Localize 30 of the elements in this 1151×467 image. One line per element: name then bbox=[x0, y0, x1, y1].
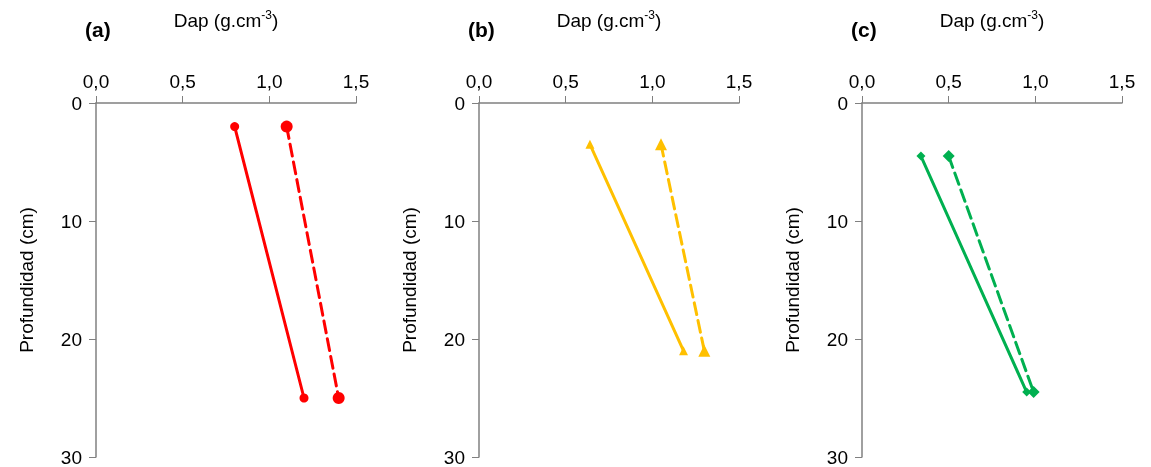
x-tick-label: 1,5 bbox=[342, 71, 370, 92]
y-tick-label: 30 bbox=[443, 446, 465, 467]
y-axis-title: Profundidad (cm) bbox=[782, 207, 803, 353]
x-tick-label: 0,5 bbox=[935, 71, 962, 92]
y-tick-label: 10 bbox=[443, 210, 465, 232]
y-tick-label: 30 bbox=[60, 446, 82, 467]
chart-title: (a) bbox=[85, 18, 111, 41]
y-tick-label: 30 bbox=[826, 446, 848, 467]
x-tick-label: 1,5 bbox=[725, 71, 753, 92]
x-tick-label: 1,5 bbox=[1108, 71, 1136, 92]
y-tick-label: 20 bbox=[826, 328, 848, 350]
x-tick-label: 0,5 bbox=[552, 71, 579, 92]
y-axis-title: Profundidad (cm) bbox=[16, 207, 37, 353]
x-tick-label: 0,0 bbox=[848, 71, 876, 92]
x-tick-label: 1,0 bbox=[639, 71, 666, 92]
y-tick-label: 10 bbox=[60, 210, 82, 232]
x-tick-label: 0,0 bbox=[82, 71, 110, 92]
y-tick-label: 0 bbox=[454, 92, 465, 114]
chart-title: (c) bbox=[851, 18, 877, 41]
chart-title: (b) bbox=[468, 18, 495, 41]
y-tick-label: 0 bbox=[837, 92, 848, 114]
y-tick-label: 0 bbox=[71, 92, 82, 114]
y-tick-label: 10 bbox=[826, 210, 848, 232]
x-tick-label: 0,0 bbox=[465, 71, 493, 92]
x-tick-label: 1,0 bbox=[1022, 71, 1049, 92]
y-tick-label: 20 bbox=[443, 328, 465, 350]
y-tick-label: 20 bbox=[60, 328, 82, 350]
x-tick-label: 0,5 bbox=[169, 71, 196, 92]
y-axis-title: Profundidad (cm) bbox=[399, 207, 420, 353]
x-tick-label: 1,0 bbox=[256, 71, 283, 92]
